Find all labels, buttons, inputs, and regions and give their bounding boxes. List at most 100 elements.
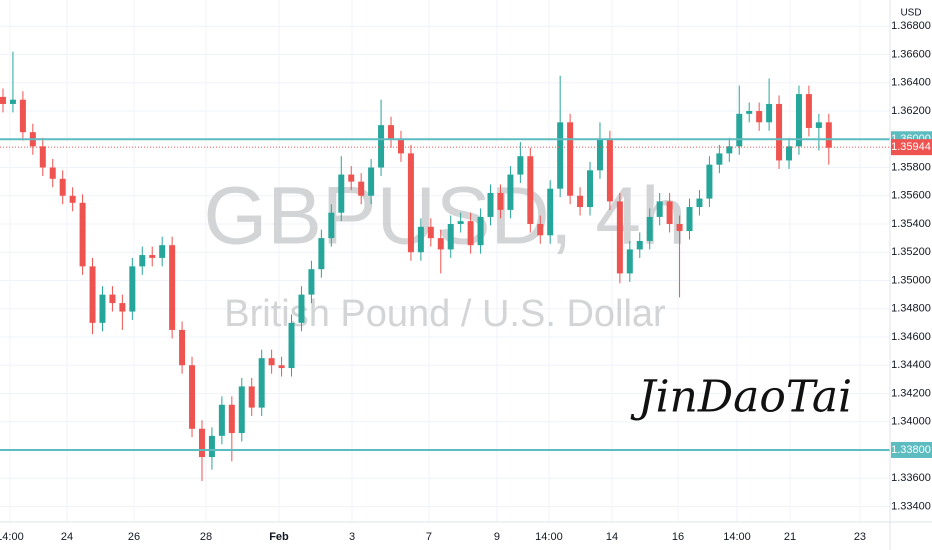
candle-body [9, 99, 16, 104]
candle-body [557, 122, 564, 189]
candle-body [59, 178, 66, 196]
candle-body [716, 153, 723, 165]
y-tick-label: 1.35600 [891, 190, 931, 202]
x-tick-label: 14 [606, 531, 618, 543]
candle-body [567, 122, 574, 196]
candle-body [437, 238, 444, 250]
signature: JinDaoTai [630, 372, 852, 423]
plot [0, 51, 890, 482]
candle-body [527, 156, 534, 224]
x-tick-label: 28 [200, 531, 212, 543]
candle-body [517, 156, 524, 175]
y-tick-label: 1.33400 [891, 500, 931, 512]
candle-body [179, 329, 186, 366]
x-tick-label: 21 [784, 531, 796, 543]
y-tick-label: 1.36800 [891, 20, 931, 32]
candle-body [676, 223, 683, 232]
candle-body [457, 221, 464, 224]
candle-body [786, 146, 793, 161]
candle-body [208, 435, 215, 458]
candle-body [666, 201, 673, 224]
candle-body [268, 358, 275, 366]
candle-body [447, 223, 454, 250]
candle-body [587, 170, 594, 208]
candle-body [189, 365, 196, 429]
x-tick-label: Feb [269, 531, 289, 543]
candle-body [736, 113, 743, 147]
candle-body [417, 226, 424, 253]
candle-body [368, 167, 375, 196]
candle-body [278, 365, 285, 369]
candle-body [338, 174, 345, 213]
candle-body [497, 192, 504, 210]
y-tick-label: 1.36200 [891, 105, 931, 117]
last-price-box [891, 139, 932, 156]
candle-body [328, 212, 335, 239]
candle-body [547, 188, 554, 236]
candle-body [477, 216, 484, 246]
candle-body [378, 125, 385, 168]
y-tick-label: 1.36400 [891, 77, 931, 89]
candle-body [397, 139, 404, 154]
candle-body [696, 198, 703, 208]
currency-label: USD [900, 8, 921, 19]
x-tick-label: 3 [349, 531, 355, 543]
candle-body [487, 192, 494, 217]
x-tick-label: 14:00 [535, 531, 563, 543]
candle-body [89, 266, 96, 323]
watermark: GBPUSD, 4h [203, 171, 686, 262]
candle-body [258, 358, 265, 408]
candle-body [596, 139, 603, 171]
candle-body [388, 125, 395, 140]
candle-body [805, 94, 812, 128]
candle-body [139, 255, 146, 267]
candle-body [467, 221, 474, 246]
candle-body [746, 111, 753, 114]
candle-body [815, 122, 822, 128]
candle-body [49, 167, 56, 179]
y-tick-label: 1.36600 [891, 48, 931, 60]
candle-body [358, 181, 365, 196]
y-tick-label: 1.34200 [891, 387, 931, 399]
y-tick-label: 1.34600 [891, 331, 931, 343]
candle-body [427, 226, 434, 239]
x-tick-label: 14:00 [0, 531, 24, 543]
watermark-subtitle: British Pound / U.S. Dollar [224, 293, 666, 335]
candle-body [606, 139, 613, 202]
candle-body [706, 164, 713, 199]
candle-body [726, 146, 733, 154]
candle-body [288, 322, 295, 369]
candle-body [39, 146, 46, 168]
y-tick-label: 1.35000 [891, 274, 931, 286]
grid [0, 0, 890, 522]
candle-body [766, 103, 773, 123]
last-price-label: 1.35944 [891, 141, 931, 153]
candle-body [616, 201, 623, 274]
y-tick-label: 1.34400 [891, 359, 931, 371]
candle-body [109, 294, 116, 304]
x-tick-label: 16 [672, 531, 684, 543]
y-tick-label: 1.35200 [891, 246, 931, 258]
candle-body [507, 174, 514, 210]
candle-body [0, 96, 6, 104]
y-tick-label: 1.35800 [891, 161, 931, 173]
candle-body [228, 404, 235, 434]
candle-body [407, 153, 414, 253]
y-tick-label: 1.34800 [891, 303, 931, 315]
candle-body [656, 201, 663, 217]
y-tick-label: 1.34000 [891, 416, 931, 428]
x-tick-label: 14:00 [723, 531, 751, 543]
candle-body [19, 99, 26, 133]
x-tick-label: 23 [854, 531, 866, 543]
candle-body [756, 111, 763, 123]
candle-body [79, 202, 86, 267]
candle-body [99, 294, 106, 323]
candle-body [537, 223, 544, 236]
candle-body [298, 294, 305, 323]
candle-body [577, 195, 584, 208]
candle-body [348, 174, 355, 182]
x-tick-label: 24 [61, 531, 73, 543]
candle-body [159, 245, 166, 258]
candle-body [646, 216, 653, 241]
